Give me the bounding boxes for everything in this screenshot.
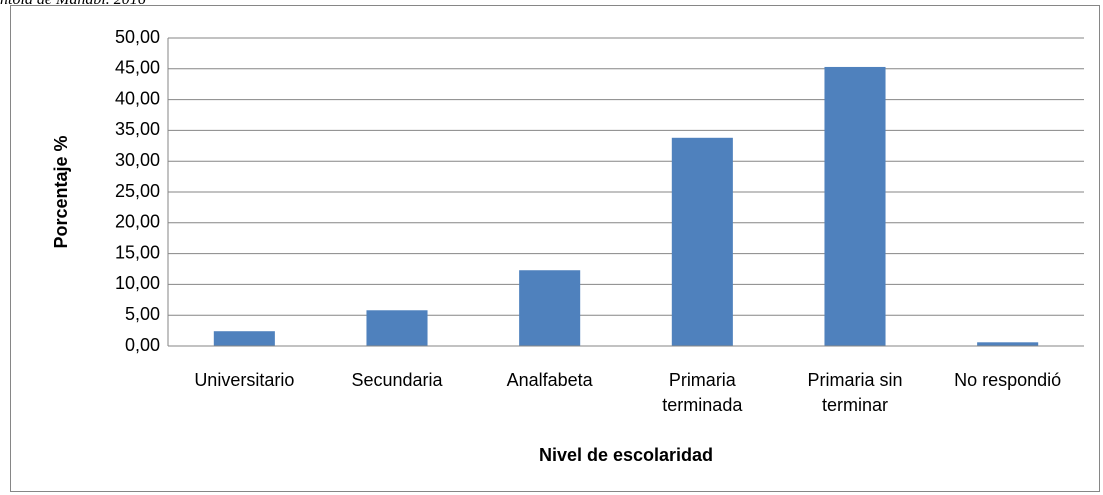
bar xyxy=(671,137,733,346)
y-tick-label: 5,00 xyxy=(125,304,160,324)
bar xyxy=(977,342,1039,346)
y-tick-label: 0,00 xyxy=(125,335,160,355)
y-tick-label: 10,00 xyxy=(115,273,160,293)
y-tick-label: 40,00 xyxy=(115,88,160,108)
y-tick-label: 50,00 xyxy=(115,27,160,47)
bar xyxy=(366,310,428,346)
chart-border xyxy=(10,5,1100,492)
x-tick-label: Analfabeta xyxy=(506,370,593,390)
bar xyxy=(824,66,886,347)
y-tick-label: 30,00 xyxy=(115,150,160,170)
y-tick-label: 20,00 xyxy=(115,212,160,232)
x-axis-title: Nivel de escolaridad xyxy=(539,445,713,465)
y-axis-title: Porcentaje % xyxy=(51,135,71,248)
x-tick-label: No respondió xyxy=(954,370,1062,390)
bar xyxy=(519,270,581,346)
y-tick-label: 15,00 xyxy=(115,242,160,262)
x-tick-label: Universitario xyxy=(194,370,295,390)
caption: ntoia de Manabí. 2016 xyxy=(0,0,146,9)
bar xyxy=(213,331,275,346)
y-tick-label: 25,00 xyxy=(115,181,160,201)
x-tick-label: Primaria terminada xyxy=(662,370,743,415)
x-tick-label: Secundaria xyxy=(351,370,443,390)
y-tick-label: 35,00 xyxy=(115,119,160,139)
x-tick-label: Primaria sin terminar xyxy=(807,370,903,415)
y-tick-label: 45,00 xyxy=(115,58,160,78)
